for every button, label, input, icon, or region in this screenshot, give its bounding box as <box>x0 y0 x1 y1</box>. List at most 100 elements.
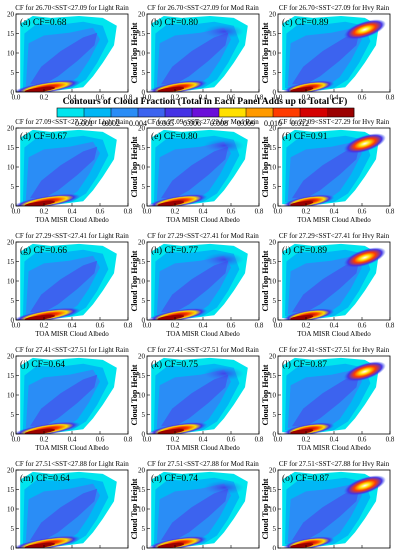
x-tick-label: 0.6 <box>96 208 105 216</box>
y-axis-label: Cloud Top Height <box>130 250 139 311</box>
y-tick-label: 10 <box>269 50 277 58</box>
cf-label: (n) CF=0.74 <box>151 473 198 484</box>
y-tick-label: 20 <box>138 11 146 19</box>
y-axis-label: Cloud Top Height <box>261 364 270 425</box>
deep-mode <box>204 480 244 495</box>
y-tick-label: 15 <box>7 30 15 38</box>
shallow-core <box>157 86 185 92</box>
x-tick-label: 0.4 <box>330 322 339 330</box>
contour-field <box>16 16 117 92</box>
y-tick-label: 5 <box>273 297 277 305</box>
x-tick-label: 0.6 <box>227 208 236 216</box>
contour-level-4 <box>30 32 98 85</box>
y-tick-label: 20 <box>138 353 146 361</box>
x-tick-label: 0.6 <box>227 94 236 102</box>
colorbar-tick-label: 0.002 <box>102 119 120 128</box>
y-axis-label: Cloud Top Height <box>261 136 270 197</box>
shallow-core <box>290 87 314 92</box>
contour-field <box>148 243 248 320</box>
colorbar: Contours of Cloud Fraction (Total in Eac… <box>56 96 355 128</box>
shallow-core <box>157 542 185 548</box>
x-tick-label: 0.2 <box>40 322 49 330</box>
y-tick-label: 10 <box>269 392 277 400</box>
cf-label: (f) CF=0.91 <box>282 131 328 142</box>
contour-level-4 <box>30 374 98 427</box>
panel-3-1: CF for 27.41<SST<27.51 for Mod Rain (k) C… <box>130 346 264 452</box>
contour-field <box>148 129 248 206</box>
x-axis-label: TOA MISR Cloud Albedo <box>297 330 371 338</box>
x-tick-label: 0.0 <box>143 322 152 330</box>
colorbar-tick-label: 0.008 <box>210 119 228 128</box>
panel-title: CF for 27.29<SST<27.41 for Light Rain <box>15 232 129 240</box>
contour-level-4 <box>30 488 98 541</box>
colorbar-swatch <box>273 108 301 117</box>
panel-2-1: CF for 27.29<SST<27.41 for Mod Rain (h) C… <box>130 232 264 338</box>
deep-mode <box>204 366 244 381</box>
y-tick-label: 5 <box>273 411 277 419</box>
y-tick-label: 0 <box>273 431 277 439</box>
x-tick-label: 0.0 <box>12 94 21 102</box>
contour-level-4 <box>292 488 360 541</box>
x-tick-label: 0.0 <box>274 322 283 330</box>
x-tick-label: 0.8 <box>255 322 264 330</box>
panel-title: CF for 27.51<SST<27.88 for Hvy Rain <box>279 460 390 468</box>
x-tick-label: 0.2 <box>171 94 180 102</box>
shallow-core <box>24 314 55 320</box>
y-tick-label: 15 <box>7 144 15 152</box>
x-tick-label: 0.8 <box>255 208 264 216</box>
cf-label: (k) CF=0.75 <box>151 359 198 370</box>
contour-level-4 <box>161 146 229 199</box>
y-tick-label: 15 <box>269 486 277 494</box>
y-tick-label: 20 <box>7 353 15 361</box>
deep-mode <box>343 361 386 382</box>
y-tick-label: 10 <box>7 506 15 514</box>
colorbar-swatch <box>138 108 166 117</box>
panel-0-0: CF for 26.70<SST<27.09 for Light Rain (a)… <box>7 4 133 102</box>
colorbar-swatch <box>327 108 355 117</box>
cf-label: (h) CF=0.77 <box>151 245 198 256</box>
panel-title: CF for 26.70<SST<27.09 for Light Rain <box>15 4 129 12</box>
y-tick-label: 20 <box>138 239 146 247</box>
y-tick-label: 0 <box>142 431 146 439</box>
y-tick-label: 15 <box>138 144 146 152</box>
y-tick-label: 15 <box>138 486 146 494</box>
panel-title: CF for 27.09<SST<27.29 for Light Rain <box>15 118 129 126</box>
contour-field <box>282 357 386 434</box>
y-axis-label: Cloud Top Height <box>261 250 270 311</box>
x-tick-label: 0.6 <box>96 322 105 330</box>
x-tick-label: 0.2 <box>171 436 180 444</box>
colorbar-title: Contours of Cloud Fraction (Total in Eac… <box>63 96 348 107</box>
y-tick-label: 5 <box>11 183 15 191</box>
panel-title: CF for 26.70<SST<27.09 for Hvy Rain <box>279 4 390 12</box>
y-tick-label: 20 <box>269 125 277 133</box>
y-tick-label: 20 <box>7 239 15 247</box>
y-tick-label: 0 <box>273 317 277 325</box>
y-tick-label: 0 <box>142 203 146 211</box>
y-tick-label: 0 <box>273 203 277 211</box>
panel-title: CF for 27.41<SST<27.51 for Light Rain <box>15 346 129 354</box>
panels-layer: CF for 26.70<SST<27.09 for Light Rain (a)… <box>7 4 395 550</box>
x-tick-label: 0.2 <box>302 208 311 216</box>
panel-1-0: CF for 27.09<SST<27.29 for Light Rain (d)… <box>7 118 133 224</box>
y-tick-label: 20 <box>269 239 277 247</box>
x-axis-label: TOA MISR Cloud Albedo <box>297 216 371 224</box>
contour-level-4 <box>30 146 98 199</box>
colorbar-swatch <box>165 108 193 117</box>
shallow-core <box>290 429 314 434</box>
y-axis-label: Cloud Top Height <box>130 364 139 425</box>
shallow-core <box>157 428 185 434</box>
colorbar-swatch <box>192 108 220 117</box>
y-axis-label: Cloud Top Height <box>261 22 270 83</box>
y-tick-label: 20 <box>7 11 15 19</box>
x-tick-label: 0.0 <box>143 94 152 102</box>
x-tick-label: 0.4 <box>199 94 208 102</box>
panel-title: CF for 27.41<SST<27.51 for Hvy Rain <box>279 346 390 354</box>
panel-2-2: CF for 27.29<SST<27.41 for Hvy Rain (i) C… <box>261 232 395 338</box>
cf-label: (b) CF=0.80 <box>151 17 198 28</box>
y-tick-label: 10 <box>7 278 15 286</box>
colorbar-tick-label: 0.005 <box>156 119 174 128</box>
y-tick-label: 5 <box>11 297 15 305</box>
contour-field <box>148 357 248 434</box>
x-tick-label: 0.2 <box>171 208 180 216</box>
colorbar-swatch <box>111 108 139 117</box>
